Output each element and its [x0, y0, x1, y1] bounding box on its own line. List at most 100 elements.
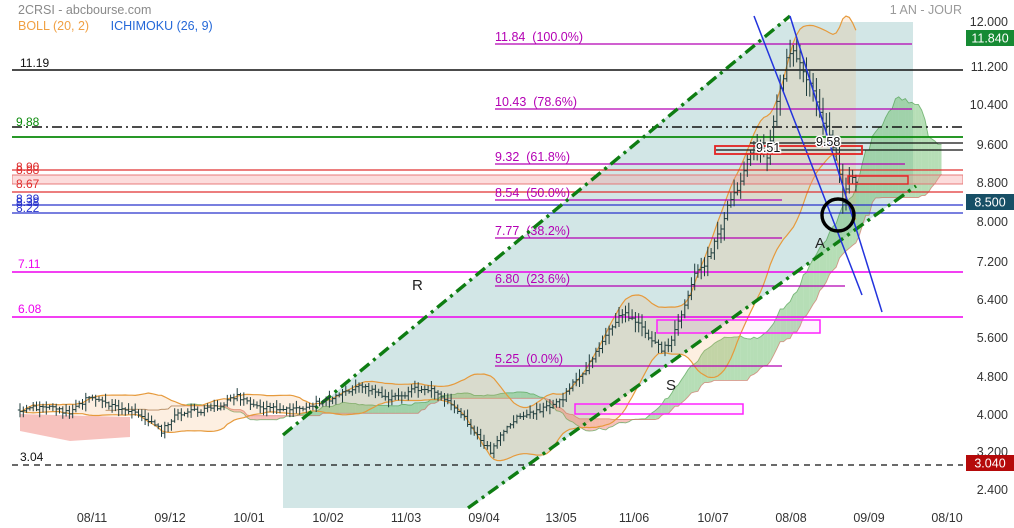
ichimoku-cloud-segment: [237, 409, 241, 413]
ichimoku-cloud-segment: [375, 405, 379, 414]
ichimoku-cloud-segment: [474, 395, 478, 399]
ichimoku-cloud-segment: [329, 406, 333, 414]
trendline-green: [281, 14, 792, 437]
level-label: 9.88: [16, 115, 40, 129]
ichimoku-cloud-segment: [276, 415, 280, 420]
ichimoku-cloud-segment: [892, 98, 896, 198]
ichimoku-cloud-segment: [444, 395, 448, 399]
price-tag: 9.51: [756, 141, 780, 155]
x-axis-tick: 13/05: [545, 511, 576, 525]
y-axis-tick: 9.600: [977, 138, 1008, 152]
highlight-circle: [820, 197, 856, 233]
ichimoku-cloud-segment: [753, 337, 758, 375]
ichimoku-span-a: [105, 96, 942, 432]
ichimoku-cloud-segment: [362, 404, 366, 414]
fib-label: 6.80 (23.6%): [495, 272, 570, 286]
ichimoku-cloud-segment: [934, 141, 939, 184]
ichimoku-cloud-segment: [697, 355, 702, 392]
x-axis-tick: 08/10: [931, 511, 962, 525]
ichimoku-cloud-segment: [424, 401, 429, 410]
x-axis-tick: 08/11: [77, 511, 107, 525]
ichimoku-cloud-segment: [461, 393, 465, 399]
ichimoku-cloud-segment: [832, 223, 837, 271]
ichimoku-cloud-segment: [411, 402, 415, 414]
ichimoku-cloud-segment: [865, 149, 870, 216]
ichimoku-cloud-segment: [273, 415, 277, 420]
ichimoku-cloud-segment: [776, 308, 781, 349]
level-label: 11.19: [20, 56, 49, 70]
ichimoku-cloud-segment: [549, 400, 554, 407]
level-label: 8.39: [16, 192, 40, 206]
annotation-letter-s: S: [666, 377, 676, 394]
ichimoku-cloud-segment: [510, 392, 514, 399]
x-axis-tick: 10/02: [312, 511, 343, 525]
ichimoku-cloud-segment: [457, 393, 461, 399]
ichimoku-cloud-segment: [800, 274, 804, 327]
ichimoku-cloud-segment: [490, 395, 494, 399]
ichimoku-cloud-segment: [401, 404, 405, 414]
plot-area[interactable]: 11.84 (100.0%) 10.43 (78.6%) 9.32 (61.8%) 8…: [12, 14, 963, 510]
x-axis-tick: 09/12: [154, 511, 185, 525]
level-label: 8.38: [16, 195, 40, 209]
ichimoku-cloud-segment: [487, 394, 491, 399]
ichimoku-cloud-segment: [615, 419, 619, 425]
ichimoku-cloud-segment: [737, 336, 741, 381]
ichimoku-cloud-segment: [349, 403, 353, 414]
indicator-legend: BOLL (20, 2) ICHIMOKU (26, 9): [18, 19, 213, 33]
x-axis-tick: 11/03: [391, 511, 421, 525]
consolidation-box: [714, 145, 863, 155]
y-axis-tick: 12.000: [970, 15, 1008, 29]
y-axis-badge-label: 8.500: [974, 196, 1005, 210]
legend-ichimoku[interactable]: ICHIMOKU (26, 9): [110, 19, 213, 33]
ichimoku-cloud-segment: [260, 415, 264, 420]
ichimoku-cloud-segment: [266, 415, 271, 420]
ichimoku-cloud-segment: [467, 393, 471, 399]
fib-label: 8.54 (50.0%): [495, 186, 570, 200]
fib-label: 7.77 (38.2%): [495, 224, 570, 238]
ichimoku-cloud-segment: [280, 415, 284, 419]
ichimoku-cloud-segment: [355, 403, 359, 414]
ichimoku-cloud-segment: [391, 405, 396, 414]
ichimoku-cloud-segment: [806, 264, 810, 316]
ichimoku-cloud-segment: [898, 96, 902, 198]
ichimoku-cloud-segment: [622, 419, 626, 423]
ichimoku-cloud-segment: [477, 395, 481, 399]
y-axis-tick: 7.200: [977, 255, 1008, 269]
ichimoku-cloud-segment: [701, 350, 705, 386]
ichimoku-cloud-segment: [405, 404, 409, 414]
y-axis-tick: 4.000: [977, 408, 1008, 422]
ichimoku-cloud-segment: [250, 415, 254, 420]
legend-bollinger[interactable]: BOLL (20, 2): [18, 19, 90, 33]
fib-label: 10.43 (78.6%): [495, 95, 577, 109]
ichimoku-cloud-segment: [862, 150, 866, 226]
y-axis-tick: 10.400: [970, 98, 1008, 112]
y-axis-tick: 5.600: [977, 331, 1008, 345]
level-label: 8.90: [16, 160, 40, 174]
ichimoku-cloud-segment: [359, 404, 363, 414]
ichimoku-cloud-segment: [757, 336, 761, 372]
ichimoku-cloud-segment: [747, 338, 751, 381]
y-axis-tick: 8.800: [977, 176, 1008, 190]
ichimoku-cloud-segment: [257, 415, 261, 421]
ichimoku-cloud-segment: [665, 398, 669, 414]
price-tag: 9.58: [816, 135, 840, 149]
annotation-letter-r: R: [412, 277, 423, 294]
ichimoku-cloud-segment: [744, 338, 748, 381]
trendline-blue: [789, 15, 883, 313]
ichimoku-cloud-segment: [451, 394, 455, 399]
y-axis-tick: 6.400: [977, 293, 1008, 307]
ichimoku-cloud-segment: [714, 341, 718, 381]
ichimoku-cloud-segment: [846, 198, 850, 251]
ichimoku-cloud-segment: [395, 405, 399, 414]
trendline-blue: [753, 15, 863, 296]
x-axis-tick: 08/08: [775, 511, 806, 525]
ichimoku-cloud-segment: [763, 331, 768, 366]
ichimoku-cloud-segment: [345, 402, 350, 414]
bollinger-fill: [20, 16, 856, 461]
bollinger-upper: [19, 15, 857, 412]
y-axis-tick: 4.800: [977, 370, 1008, 384]
resistance-band: [12, 174, 963, 185]
ichimoku-cloud-segment: [240, 409, 244, 414]
